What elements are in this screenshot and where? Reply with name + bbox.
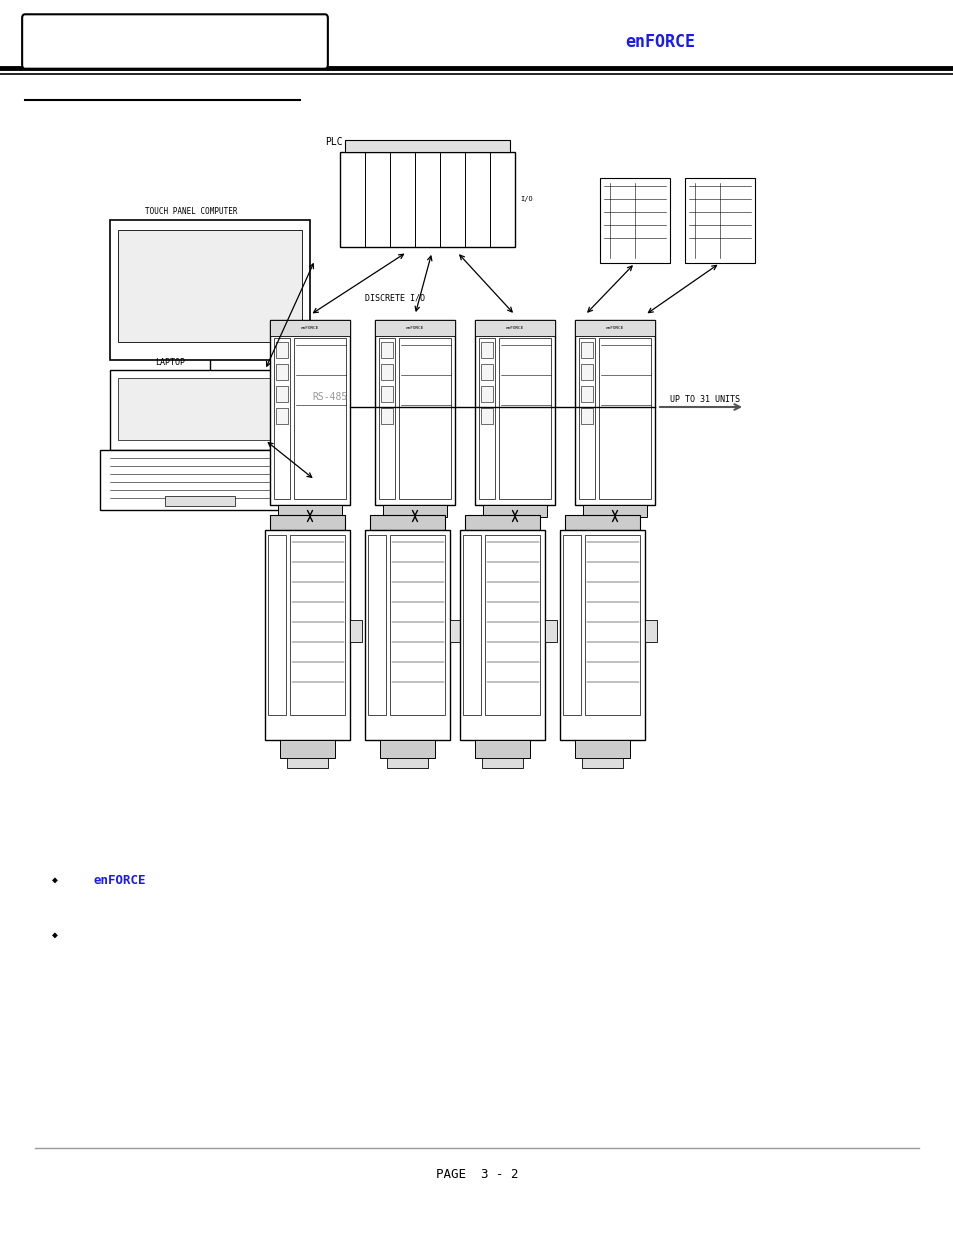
Bar (100, 450, 310, 510)
Text: enFORCE: enFORCE (605, 326, 623, 330)
Bar (275, 342, 288, 358)
Bar (265, 530, 350, 740)
Bar (580, 408, 593, 424)
Bar (498, 338, 551, 499)
Bar (599, 178, 669, 263)
Bar (368, 535, 386, 715)
Bar (365, 530, 450, 740)
Bar (382, 505, 447, 517)
Bar (275, 408, 288, 424)
Bar (390, 535, 444, 715)
Bar (380, 342, 393, 358)
Bar (559, 530, 644, 740)
Bar (270, 515, 345, 530)
Bar (580, 342, 593, 358)
Text: enFORCE: enFORCE (505, 326, 523, 330)
Bar (345, 140, 510, 152)
Bar (387, 758, 428, 768)
Bar (280, 740, 335, 758)
Bar (544, 620, 557, 642)
Bar (370, 515, 444, 530)
Bar (277, 505, 341, 517)
Bar (270, 320, 350, 336)
Text: ◆: ◆ (52, 930, 58, 940)
Bar (350, 620, 361, 642)
Bar (450, 620, 461, 642)
FancyBboxPatch shape (22, 15, 328, 69)
Bar (575, 320, 655, 336)
Text: PLC: PLC (325, 137, 342, 147)
Text: enFORCE: enFORCE (300, 326, 319, 330)
Text: TOUCH PANEL COMPUTER: TOUCH PANEL COMPUTER (145, 207, 237, 216)
Text: enFORCE: enFORCE (405, 326, 424, 330)
Bar (268, 535, 286, 715)
Bar (562, 535, 580, 715)
Bar (575, 320, 655, 505)
Bar (480, 342, 493, 358)
Bar (582, 505, 646, 517)
Text: enFORCE: enFORCE (93, 873, 146, 887)
Bar (580, 364, 593, 380)
Bar (580, 387, 593, 403)
Bar (644, 620, 657, 642)
Bar (475, 320, 555, 505)
Text: enFORCE: enFORCE (624, 33, 695, 51)
Bar (578, 338, 595, 499)
Bar (482, 505, 546, 517)
Bar (575, 740, 629, 758)
Bar (564, 515, 639, 530)
Bar (274, 338, 290, 499)
Bar (480, 364, 493, 380)
Text: RS-485: RS-485 (312, 391, 347, 403)
Bar (684, 178, 754, 263)
Bar (118, 230, 302, 342)
Bar (481, 758, 522, 768)
Text: I/O: I/O (520, 196, 533, 203)
Bar (275, 387, 288, 403)
Bar (339, 152, 515, 247)
Bar (398, 338, 451, 499)
Bar (375, 320, 455, 505)
Bar (378, 338, 395, 499)
Bar (581, 758, 622, 768)
Bar (275, 364, 288, 380)
Bar (379, 740, 435, 758)
Bar (110, 370, 310, 450)
Bar (380, 364, 393, 380)
Bar (475, 740, 530, 758)
Bar (480, 408, 493, 424)
Bar (478, 338, 495, 499)
Bar (475, 320, 555, 336)
Bar (459, 530, 544, 740)
Bar (375, 320, 455, 336)
Bar (598, 338, 650, 499)
Bar (584, 535, 639, 715)
Text: LAPTOP: LAPTOP (154, 357, 185, 367)
Bar (118, 378, 302, 440)
Bar (484, 535, 539, 715)
Bar (294, 338, 346, 499)
Text: ◆: ◆ (52, 876, 58, 885)
Bar (270, 320, 350, 505)
Bar (380, 387, 393, 403)
Text: DISCRETE I/O: DISCRETE I/O (365, 294, 424, 303)
Text: UP TO 31 UNITS: UP TO 31 UNITS (669, 395, 740, 405)
Text: PAGE  3 - 2: PAGE 3 - 2 (436, 1168, 517, 1182)
Bar (464, 515, 539, 530)
Bar (462, 535, 480, 715)
Bar (380, 408, 393, 424)
Bar (165, 496, 234, 506)
Bar (287, 758, 328, 768)
Bar (110, 220, 310, 359)
Bar (290, 535, 345, 715)
Bar (480, 387, 493, 403)
